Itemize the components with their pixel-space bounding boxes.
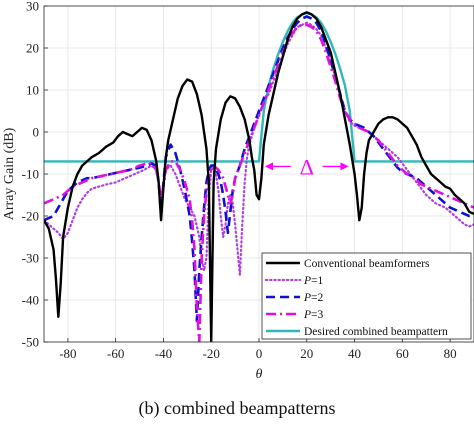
y-tick-label: -30 (22, 251, 39, 266)
chart: Δ -80 -60 -40 -20 0 20 40 60 803020100-10-20-30-… (2, 0, 474, 382)
y-tick-label: 0 (33, 125, 40, 140)
x-tick-label: 60 (396, 346, 409, 361)
legend-label-conventional: Conventional beamformers (304, 258, 430, 270)
figure-caption: (b) combined beampatterns (138, 398, 336, 418)
series-line-p1 (44, 21, 474, 276)
y-tick-label: -20 (22, 209, 39, 224)
annotation-left-arrowhead (265, 162, 273, 171)
legend-label-desired: Desired combined beampattern (304, 326, 448, 338)
series-line-p2 (44, 15, 474, 323)
legend-label-p3: P=3 (303, 309, 324, 321)
legend-label-p2: P=2 (303, 292, 324, 304)
legend-label-p1: P=1 (303, 275, 324, 287)
x-tick-label: -40 (155, 346, 172, 361)
y-tick-label: 20 (26, 41, 39, 56)
y-tick-label: 30 (26, 0, 39, 14)
y-tick-label: -40 (22, 293, 39, 308)
axis-ticks: -80 -60 -40 -20 0 20 40 60 80 30 20 10 0 -10 -20 -30 -40… (22, 0, 457, 361)
series-group (44, 11, 474, 342)
y-axis-label: Array Gain (dB) (2, 127, 17, 220)
x-tick-label: -60 (107, 346, 124, 361)
y-tick-label: -50 (22, 335, 39, 350)
series-line-conventional (44, 11, 474, 342)
annotation: Δ (265, 154, 349, 179)
y-tick-label: 10 (26, 83, 39, 98)
x-tick-label: 80 (444, 346, 457, 361)
legend: Conventional beamformers P=1 P=2 P=3 Desired… (261, 252, 472, 340)
x-axis-label: θ (256, 367, 263, 382)
annotation-right-arrowhead (340, 162, 349, 171)
annotation-delta-label: Δ (300, 154, 314, 179)
x-tick-label: 40 (348, 346, 361, 361)
x-tick-label: 20 (300, 346, 313, 361)
series-line-p3 (44, 23, 474, 342)
x-tick-label: -20 (203, 346, 220, 361)
x-tick-label: 0 (256, 346, 263, 361)
y-tick-label: -10 (22, 167, 39, 182)
x-tick-label: -80 (59, 346, 76, 361)
